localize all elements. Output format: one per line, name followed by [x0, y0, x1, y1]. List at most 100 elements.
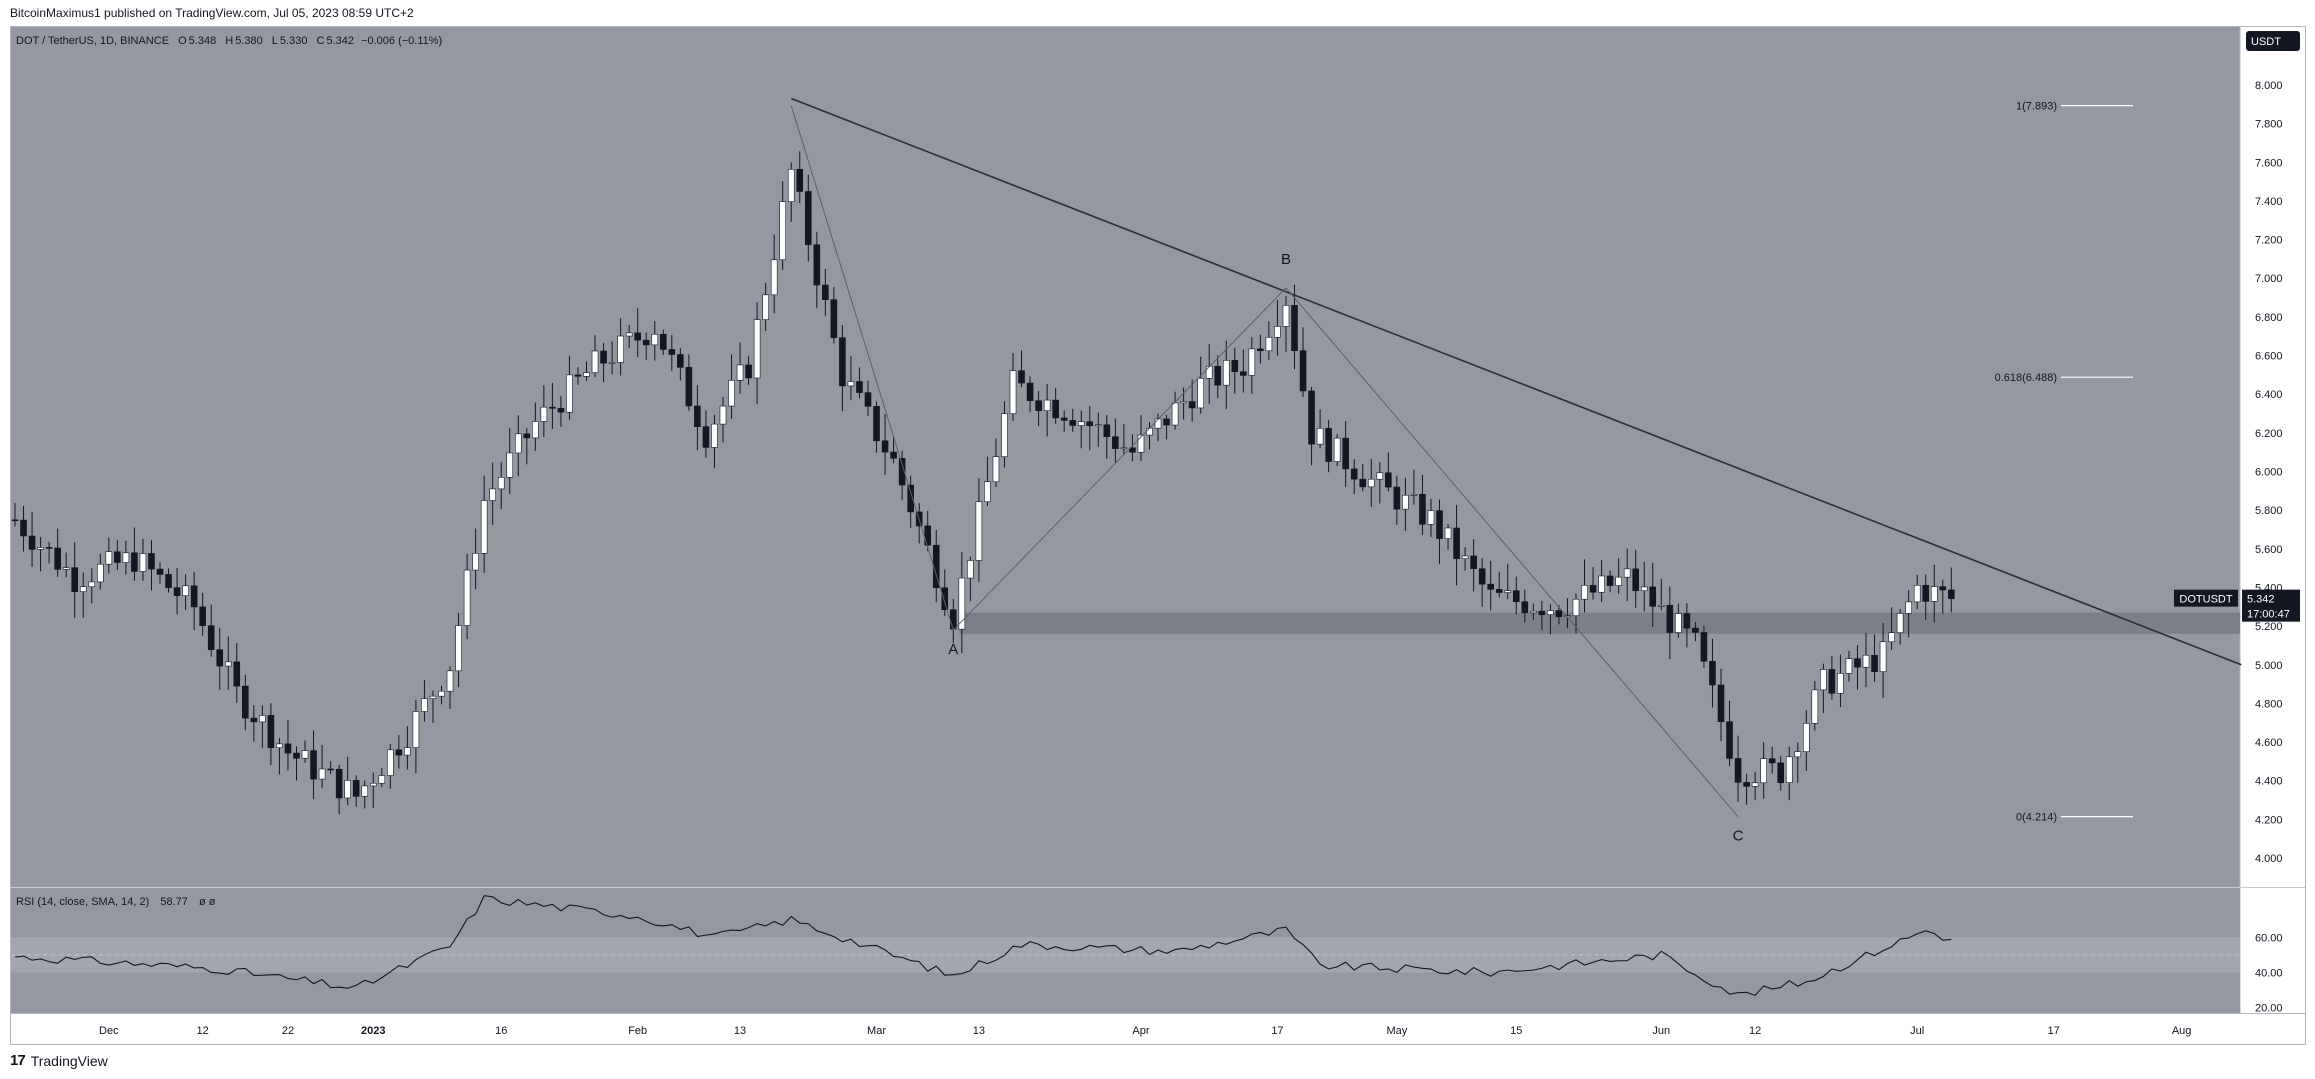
candle[interactable]: [1069, 408, 1077, 432]
candle[interactable]: [1291, 284, 1298, 370]
candle[interactable]: [1316, 409, 1324, 449]
candle[interactable]: [659, 329, 667, 355]
candle[interactable]: [958, 551, 966, 654]
candle[interactable]: [361, 780, 369, 809]
candle[interactable]: [1692, 622, 1699, 642]
candle[interactable]: [634, 308, 641, 358]
last-price-marker[interactable]: DOTUSDT 5.342 17:00:47: [2174, 589, 2300, 622]
candle[interactable]: [1120, 423, 1128, 456]
candle[interactable]: [566, 355, 573, 420]
rsi-line[interactable]: [14, 895, 1952, 997]
candle[interactable]: [1222, 340, 1230, 410]
candle[interactable]: [822, 268, 829, 316]
candle[interactable]: [1282, 295, 1290, 353]
candle[interactable]: [1683, 603, 1691, 648]
candle[interactable]: [310, 730, 317, 800]
candle[interactable]: [625, 324, 633, 348]
descending-resistance-line[interactable]: [790, 97, 2242, 666]
candle[interactable]: [668, 335, 676, 372]
candle[interactable]: [1555, 605, 1563, 625]
candle[interactable]: [1504, 563, 1512, 600]
candle[interactable]: [1649, 562, 1657, 628]
chart-frame[interactable]: 1(7.893) 0.618(6.488) 0(4.214) A B C 60.00 40…: [10, 26, 2306, 1045]
candle[interactable]: [1333, 433, 1341, 466]
candle[interactable]: [1820, 663, 1827, 713]
candle[interactable]: [523, 428, 531, 465]
candle[interactable]: [728, 354, 735, 419]
candle[interactable]: [540, 385, 548, 437]
candle[interactable]: [139, 538, 147, 581]
candle[interactable]: [762, 282, 769, 331]
candle[interactable]: [344, 756, 351, 806]
candle[interactable]: [259, 705, 266, 748]
candle[interactable]: [156, 562, 164, 584]
candle[interactable]: [387, 743, 394, 789]
candle[interactable]: [97, 553, 104, 590]
candle[interactable]: [617, 318, 624, 376]
candle[interactable]: [736, 342, 744, 394]
candle[interactable]: [1726, 700, 1733, 767]
candle[interactable]: [856, 367, 863, 399]
currency-badge[interactable]: USDT: [2246, 31, 2300, 51]
candle[interactable]: [941, 569, 949, 616]
candle[interactable]: [1342, 421, 1349, 487]
candle[interactable]: [472, 528, 479, 590]
candle[interactable]: [1453, 504, 1460, 586]
candle[interactable]: [352, 775, 360, 807]
candle[interactable]: [1913, 574, 1921, 610]
candle[interactable]: [1666, 586, 1674, 660]
candle[interactable]: [1129, 434, 1136, 462]
candle[interactable]: [1905, 590, 1912, 638]
candle[interactable]: [1001, 401, 1008, 468]
candle[interactable]: [1018, 350, 1025, 388]
candle[interactable]: [1376, 461, 1384, 504]
support-zone[interactable]: [959, 612, 2240, 634]
candle[interactable]: [395, 734, 403, 769]
candle[interactable]: [190, 571, 198, 631]
candle[interactable]: [1845, 650, 1853, 682]
candle[interactable]: [28, 511, 36, 567]
candle[interactable]: [369, 772, 377, 809]
candle[interactable]: [1410, 469, 1418, 505]
candle[interactable]: [1888, 607, 1895, 650]
candle[interactable]: [1385, 452, 1392, 492]
candle[interactable]: [1939, 579, 1947, 614]
candle[interactable]: [1871, 634, 1878, 682]
fib-level[interactable]: 0.618(6.488): [1995, 372, 2133, 384]
price-axis-bg[interactable]: [2240, 27, 2305, 887]
candle[interactable]: [992, 438, 1000, 488]
rsi-legend[interactable]: RSI (14, close, SMA, 14, 2) 58.77 ø ø: [16, 896, 216, 908]
candle[interactable]: [378, 767, 386, 788]
candle[interactable]: [1419, 474, 1426, 536]
symbol-legend[interactable]: DOT / TetherUS, 1D, BINANCE O 5.348 H 5.38…: [16, 35, 442, 47]
candle[interactable]: [1623, 548, 1631, 602]
candle[interactable]: [1325, 420, 1332, 473]
candle[interactable]: [1615, 558, 1622, 594]
candle[interactable]: [608, 341, 616, 375]
candle[interactable]: [1444, 524, 1452, 550]
candle[interactable]: [1632, 549, 1639, 608]
candle[interactable]: [1777, 756, 1785, 791]
candle[interactable]: [702, 410, 710, 458]
candle[interactable]: [574, 367, 582, 385]
candle[interactable]: [1589, 566, 1597, 600]
candle[interactable]: [131, 527, 138, 581]
candle[interactable]: [839, 325, 846, 412]
candle[interactable]: [1248, 337, 1256, 394]
candle[interactable]: [148, 540, 155, 591]
price-chart[interactable]: 1(7.893) 0.618(6.488) 0(4.214) A B C 60.00 40…: [11, 27, 2305, 1044]
candle[interactable]: [489, 462, 496, 525]
candle[interactable]: [1828, 655, 1836, 700]
candle[interactable]: [1896, 608, 1904, 645]
candle[interactable]: [600, 342, 607, 383]
candle[interactable]: [1530, 603, 1537, 621]
candle[interactable]: [514, 415, 522, 477]
candle[interactable]: [1350, 459, 1358, 494]
candle[interactable]: [276, 737, 283, 775]
candle[interactable]: [1274, 299, 1281, 356]
candle[interactable]: [421, 679, 428, 722]
candle[interactable]: [890, 435, 897, 464]
tradingview-footer[interactable]: 17 TradingView: [10, 1050, 108, 1072]
candle[interactable]: [114, 540, 121, 570]
candle[interactable]: [216, 628, 224, 690]
